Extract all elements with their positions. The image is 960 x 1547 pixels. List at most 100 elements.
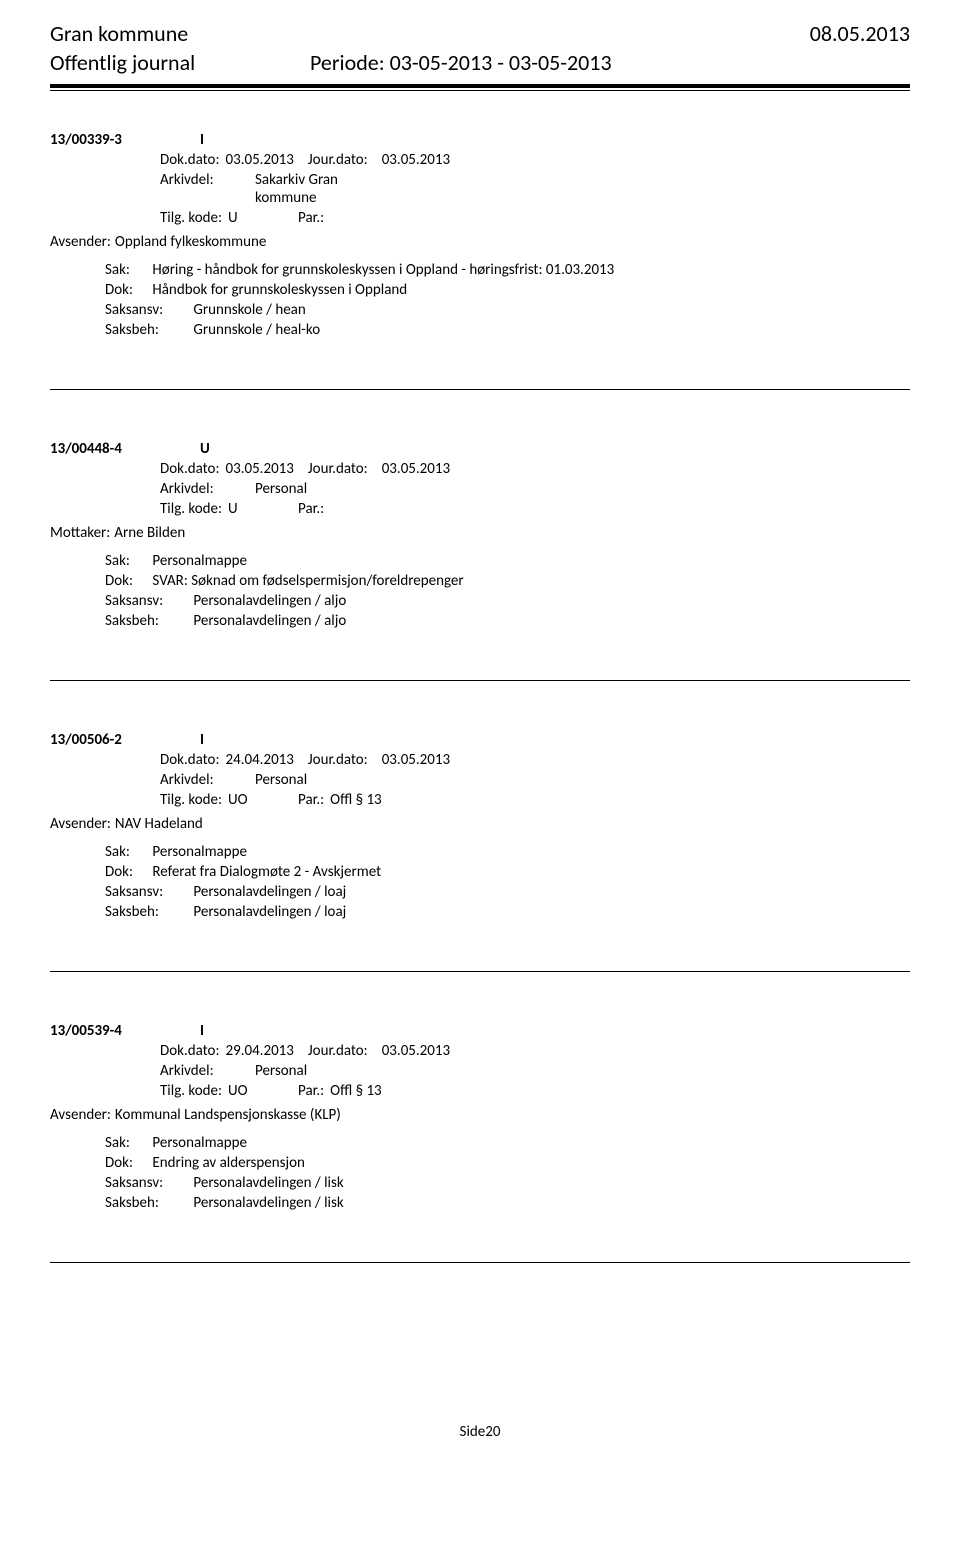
saksansv-label: Saksansv: — [105, 592, 190, 610]
tilgkode-row: Tilg. kode: UO Par.: Offl § 13 — [50, 791, 910, 809]
dokdato-label: Dok.dato: — [160, 460, 219, 478]
dok-value: Håndbok for grunnskoleskyssen i Oppland — [152, 281, 407, 299]
party-label: Avsender: — [50, 1106, 111, 1124]
party-label: Avsender: — [50, 233, 111, 251]
saksansv-label: Saksansv: — [105, 1174, 190, 1192]
saksbeh-value: Personalavdelingen / loaj — [193, 903, 346, 921]
party-row: Mottaker: Arne Bilden — [50, 524, 910, 542]
par-label: Par.: — [298, 791, 324, 809]
arkivdel-value: Personal — [255, 1062, 307, 1080]
jourdato-label: Jour.dato: — [308, 460, 368, 478]
sak-label: Sak: — [105, 843, 147, 861]
print-date: 08.05.2013 — [810, 20, 910, 47]
case-number: 13/00448-4 — [50, 440, 160, 458]
dok-label: Dok: — [105, 572, 147, 590]
saksbeh-row: Saksbeh: Personalavdelingen / loaj — [105, 903, 910, 921]
dok-value: Endring av alderspensjon — [152, 1154, 304, 1172]
saksbeh-row: Saksbeh: Personalavdelingen / aljo — [105, 612, 910, 630]
io-type: I — [200, 131, 204, 149]
dok-row: Dok: Referat fra Dialogmøte 2 - Avskjerm… — [105, 863, 910, 881]
party-row: Avsender: Oppland fylkeskommune — [50, 233, 910, 251]
period-text: Periode: 03-05-2013 - 03-05-2013 — [310, 49, 910, 76]
dok-row: Dok: Håndbok for grunnskoleskyssen i Opp… — [105, 281, 910, 299]
io-type: U — [200, 440, 210, 458]
par-value: Offl § 13 — [330, 791, 382, 809]
jourdato-label: Jour.dato: — [308, 751, 368, 769]
sak-value: Personalmappe — [152, 843, 247, 861]
saksansv-row: Saksansv: Personalavdelingen / lisk — [105, 1174, 910, 1192]
saksbeh-row: Saksbeh: Personalavdelingen / lisk — [105, 1194, 910, 1212]
tilgkode-value: U — [228, 500, 268, 518]
period-label: Periode: — [310, 49, 385, 76]
case-number: 13/00506-2 — [50, 731, 160, 749]
dok-row: Dok: Endring av alderspensjon — [105, 1154, 910, 1172]
dokdato-row: Dok.dato: 29.04.2013 Jour.dato: 03.05.20… — [50, 1042, 910, 1060]
party-name: Oppland fylkeskommune — [115, 233, 266, 251]
entry-separator — [50, 389, 910, 390]
jourdato-value: 03.05.2013 — [382, 460, 450, 478]
detail-block: Sak: Personalmappe Dok: Endring av alder… — [105, 1134, 910, 1212]
tilgkode-label: Tilg. kode: — [160, 791, 222, 809]
detail-block: Sak: Høring - håndbok for grunnskoleskys… — [105, 261, 910, 339]
tilgkode-row: Tilg. kode: U Par.: — [50, 209, 910, 227]
arkivdel-label: Arkivdel: — [160, 480, 255, 498]
party-name: Arne Bilden — [114, 524, 185, 542]
journal-entry: 13/00539-4 I Dok.dato: 29.04.2013 Jour.d… — [50, 1022, 910, 1212]
saksansv-label: Saksansv: — [105, 883, 190, 901]
par-label: Par.: — [298, 209, 324, 227]
par-label: Par.: — [298, 1082, 324, 1100]
saksansv-row: Saksansv: Personalavdelingen / aljo — [105, 592, 910, 610]
saksansv-value: Personalavdelingen / lisk — [193, 1174, 343, 1192]
dok-label: Dok: — [105, 281, 147, 299]
saksbeh-label: Saksbeh: — [105, 321, 190, 339]
entry-separator — [50, 1262, 910, 1263]
saksbeh-label: Saksbeh: — [105, 612, 190, 630]
journal-entry: 13/00339-3 I Dok.dato: 03.05.2013 Jour.d… — [50, 131, 910, 339]
sak-value: Personalmappe — [152, 1134, 247, 1152]
org-name: Gran kommune — [50, 20, 188, 47]
tilgkode-value: UO — [228, 791, 268, 809]
dok-row: Dok: SVAR: Søknad om fødselspermisjon/fo… — [105, 572, 910, 590]
saksbeh-label: Saksbeh: — [105, 1194, 190, 1212]
arkivdel-value-line2: kommune — [255, 189, 338, 207]
arkivdel-value: Personal — [255, 771, 307, 789]
par-value: Offl § 13 — [330, 1082, 382, 1100]
saksansv-value: Grunnskole / hean — [193, 301, 305, 319]
case-row: 13/00448-4 U — [50, 440, 910, 458]
dokdato-value: 03.05.2013 — [225, 460, 293, 478]
tilgkode-row: Tilg. kode: U Par.: — [50, 500, 910, 518]
sak-row: Sak: Personalmappe — [105, 843, 910, 861]
dokdato-value: 29.04.2013 — [225, 1042, 293, 1060]
arkivdel-label: Arkivdel: — [160, 171, 255, 207]
journal-entry: 13/00448-4 U Dok.dato: 03.05.2013 Jour.d… — [50, 440, 910, 630]
dokdato-label: Dok.dato: — [160, 151, 219, 169]
jourdato-value: 03.05.2013 — [382, 751, 450, 769]
saksansv-value: Personalavdelingen / aljo — [193, 592, 346, 610]
tilgkode-value: UO — [228, 1082, 268, 1100]
party-row: Avsender: NAV Hadeland — [50, 815, 910, 833]
dokdato-row: Dok.dato: 03.05.2013 Jour.dato: 03.05.20… — [50, 151, 910, 169]
arkivdel-label: Arkivdel: — [160, 1062, 255, 1080]
page-header-top: Gran kommune 08.05.2013 — [50, 20, 910, 47]
jourdato-value: 03.05.2013 — [382, 1042, 450, 1060]
dok-value: Referat fra Dialogmøte 2 - Avskjermet — [152, 863, 381, 881]
dok-label: Dok: — [105, 1154, 147, 1172]
saksbeh-value: Grunnskole / heal-ko — [193, 321, 320, 339]
saksbeh-value: Personalavdelingen / lisk — [193, 1194, 343, 1212]
case-number: 13/00339-3 — [50, 131, 160, 149]
sak-row: Sak: Personalmappe — [105, 1134, 910, 1152]
arkivdel-value: Personal — [255, 480, 307, 498]
dok-value: SVAR: Søknad om fødselspermisjon/foreldr… — [152, 572, 463, 590]
party-label: Mottaker: — [50, 524, 110, 542]
tilgkode-row: Tilg. kode: UO Par.: Offl § 13 — [50, 1082, 910, 1100]
page-footer: Side20 — [50, 1423, 910, 1441]
sak-row: Sak: Høring - håndbok for grunnskoleskys… — [105, 261, 910, 279]
saksansv-row: Saksansv: Personalavdelingen / loaj — [105, 883, 910, 901]
saksansv-row: Saksansv: Grunnskole / hean — [105, 301, 910, 319]
jourdato-label: Jour.dato: — [308, 1042, 368, 1060]
sak-row: Sak: Personalmappe — [105, 552, 910, 570]
tilgkode-label: Tilg. kode: — [160, 1082, 222, 1100]
arkivdel-row: Arkivdel: Personal — [50, 771, 910, 789]
party-row: Avsender: Kommunal Landspensjonskasse (K… — [50, 1106, 910, 1124]
case-row: 13/00506-2 I — [50, 731, 910, 749]
